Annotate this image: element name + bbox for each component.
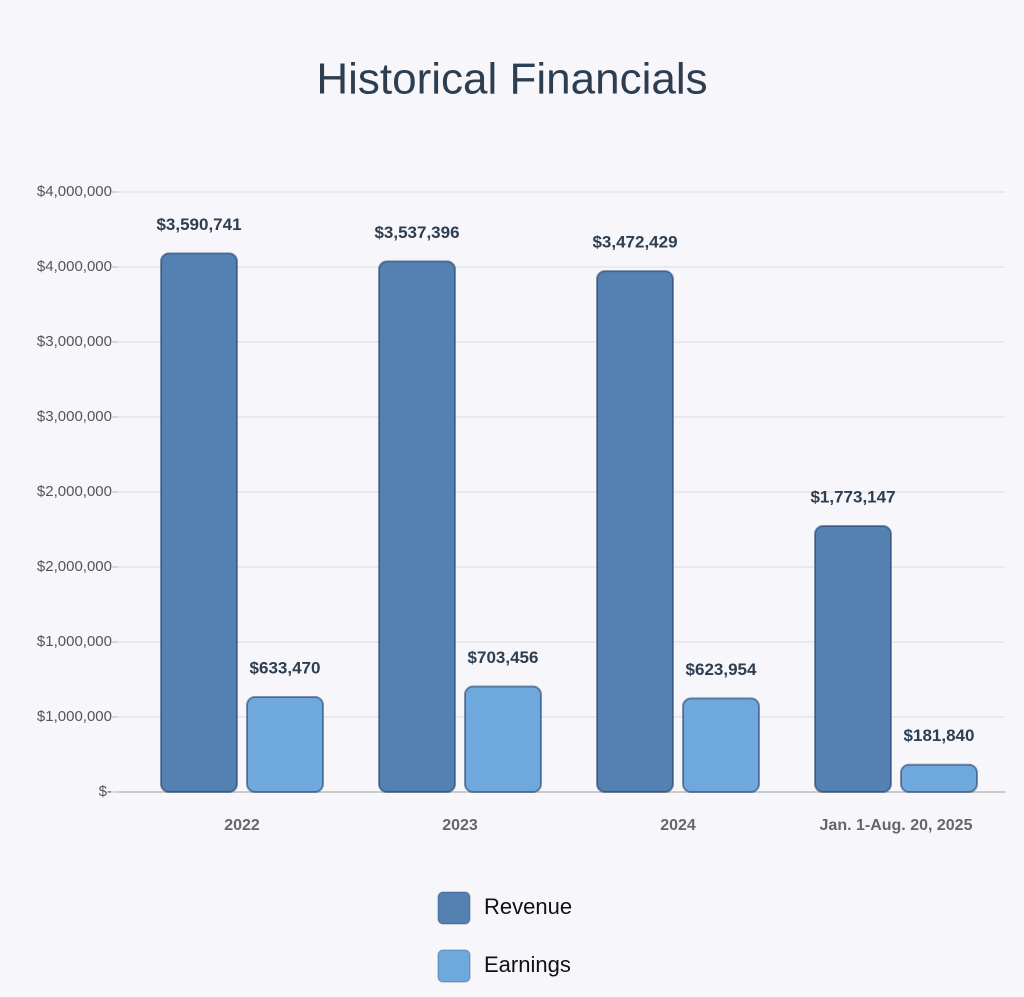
- bar: [682, 697, 760, 794]
- bar: [378, 260, 456, 793]
- legend-label: Earnings: [484, 952, 571, 977]
- y-tick-label: $4,000,000: [37, 258, 112, 275]
- y-tick-label: $3,000,000: [37, 333, 112, 350]
- value-label: $181,840: [904, 726, 975, 745]
- y-tick-label: $1,000,000: [37, 633, 112, 650]
- value-label: $3,472,429: [592, 233, 677, 252]
- y-tick-label: $2,000,000: [37, 483, 112, 500]
- x-tick-label: 2024: [660, 817, 696, 834]
- legend-swatch: [437, 891, 471, 925]
- bar: [596, 270, 674, 794]
- x-tick-label: 2023: [442, 817, 478, 834]
- bar: [814, 525, 892, 793]
- value-label: $623,954: [686, 660, 757, 679]
- value-label: $1,773,147: [810, 488, 895, 507]
- legend-label: Revenue: [484, 894, 572, 919]
- bar: [900, 763, 978, 793]
- x-tick-label: Jan. 1-Aug. 20, 2025: [820, 817, 973, 834]
- chart-title: Historical Financials: [316, 55, 707, 104]
- bar: [464, 685, 542, 794]
- y-tick-label: $2,000,000: [37, 558, 112, 575]
- y-tick-label: $4,000,000: [37, 183, 112, 200]
- x-tick-label: 2022: [224, 817, 260, 834]
- y-tick-label: $-: [99, 783, 112, 800]
- legend-swatch: [437, 949, 471, 983]
- value-label: $3,590,741: [156, 215, 241, 234]
- y-tick-label: $3,000,000: [37, 408, 112, 425]
- bar: [246, 695, 324, 793]
- y-tick-label: $1,000,000: [37, 708, 112, 725]
- value-label: $703,456: [468, 648, 539, 667]
- bar: [160, 252, 238, 793]
- value-label: $3,537,396: [374, 223, 459, 242]
- value-label: $633,470: [250, 658, 321, 677]
